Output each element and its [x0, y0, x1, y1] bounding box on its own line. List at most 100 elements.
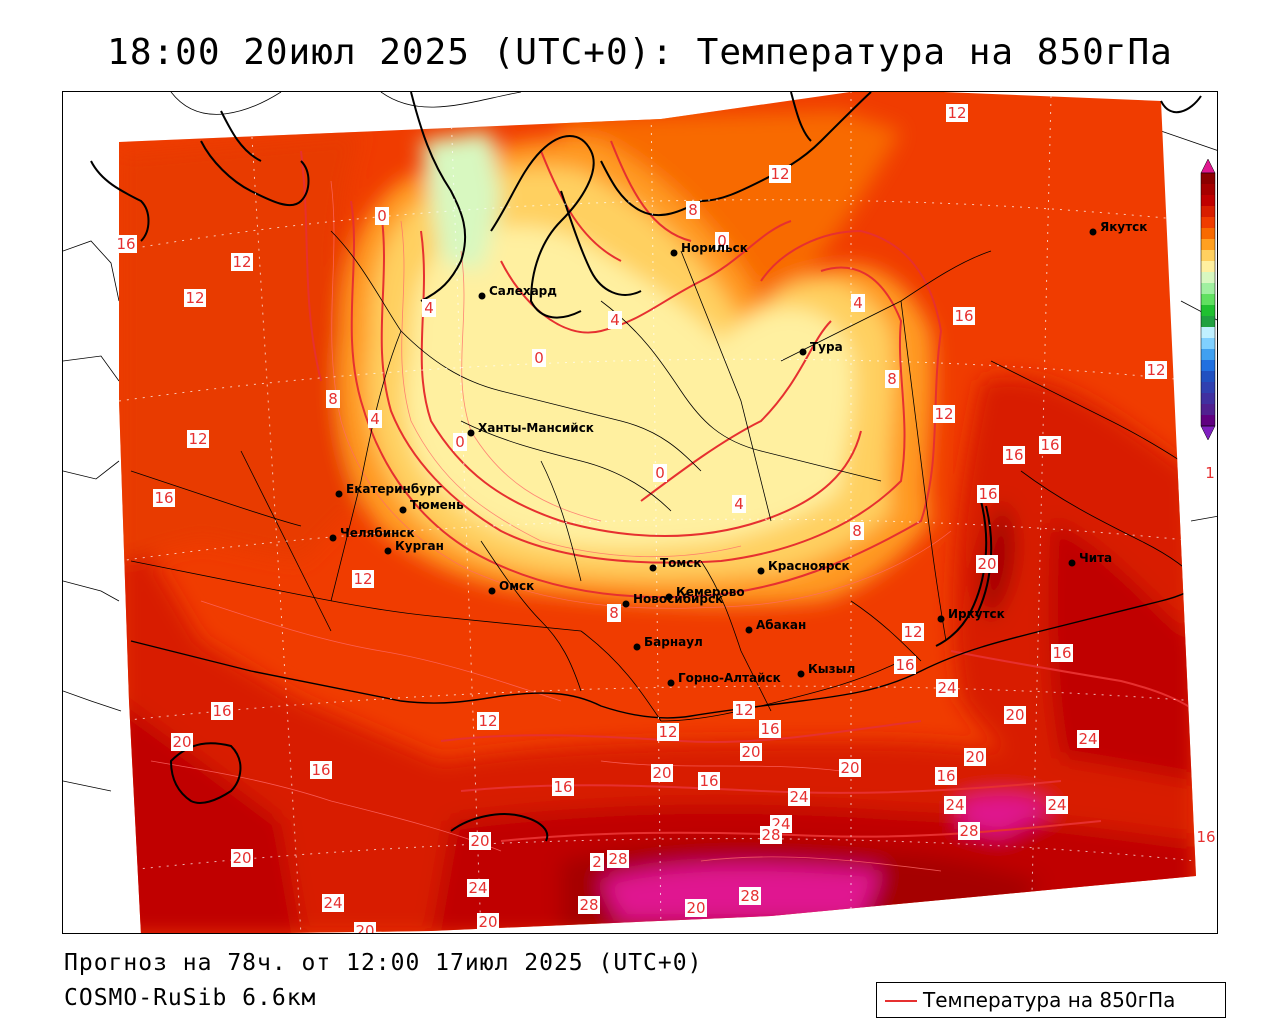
isotherm-label-text: 8 — [328, 390, 338, 408]
city-marker[interactable]: Томск — [649, 556, 702, 572]
isotherm-label: 20 — [651, 764, 673, 782]
isotherm-label-text: 16 — [954, 307, 973, 325]
isotherm-label-text: 12 — [947, 104, 966, 122]
isotherm-label-text: 28 — [608, 850, 627, 868]
isotherm-label-bg — [657, 723, 679, 741]
isotherm-label: 12 — [477, 712, 499, 730]
city-dot — [467, 429, 475, 437]
isotherm-label: 20 — [685, 899, 707, 917]
city-name: Ханты-Мансийск — [478, 421, 594, 435]
isotherm-label: 4 — [732, 495, 746, 513]
isotherm-label: 20 — [477, 913, 499, 931]
isotherm-label: 16 — [1051, 644, 1073, 662]
isotherm-label-text: 16 — [760, 720, 779, 738]
city-marker[interactable]: Якутск — [1089, 220, 1148, 236]
city-marker[interactable]: Тюмень — [399, 498, 465, 514]
isotherm-label: 16 — [115, 235, 137, 253]
isotherm-label: 20 — [354, 922, 376, 934]
isotherm-label-bg — [1004, 706, 1026, 724]
isotherm-label-text: 20 — [965, 748, 984, 766]
city-dot — [478, 292, 486, 300]
isotherm-label: 16 — [698, 772, 720, 790]
city-marker[interactable]: Салехард — [478, 284, 558, 300]
isotherm-label-bg — [153, 489, 175, 507]
isotherm-label: 8 — [686, 201, 700, 219]
isotherm-label-text: 16 — [936, 767, 955, 785]
city-marker[interactable]: Кемерово — [665, 585, 745, 601]
city-name: Норильск — [681, 241, 748, 255]
isotherm-label-text: 8 — [609, 604, 619, 622]
isotherm-label-text: 0 — [534, 349, 544, 367]
legend-line-swatch — [885, 1000, 917, 1002]
line-legend: Температура на 850гПа — [876, 982, 1226, 1018]
city-dot — [335, 490, 343, 498]
city-name: Омск — [499, 579, 534, 593]
isotherm-label: 12 — [184, 289, 206, 307]
scale-outline — [1200, 172, 1216, 427]
isotherm-label: 16 — [211, 702, 233, 720]
city-marker[interactable]: Екатеринбург — [335, 482, 442, 498]
city-marker[interactable]: Норильск — [670, 241, 748, 257]
isotherm-label: 0 — [532, 349, 546, 367]
isotherm-label: 12 — [933, 405, 955, 423]
scale-swatch — [1201, 349, 1215, 360]
isotherm-label-text: 20 — [355, 922, 374, 934]
isotherm-label: 4 — [608, 311, 622, 329]
temperature-field — [119, 92, 1196, 933]
city-marker[interactable]: Барнаул — [633, 635, 703, 651]
isotherm-thin-lines — [150, 180, 952, 872]
isotherm-label: 0 — [715, 232, 729, 250]
isotherm-label-text: 16 — [553, 778, 572, 796]
city-marker[interactable]: Чита — [1068, 551, 1113, 567]
scale-swatch — [1201, 305, 1215, 316]
isotherm-label-bg — [902, 623, 924, 641]
isotherm-label: 16 — [552, 778, 574, 796]
city-marker[interactable]: Красноярск — [757, 559, 850, 575]
city-marker[interactable]: Новосибирск — [622, 592, 724, 608]
isotherm-label-bg — [607, 850, 629, 868]
isotherm-label-text: 28 — [740, 887, 759, 905]
scale-swatch — [1201, 250, 1215, 261]
isotherm-label-bg — [590, 853, 604, 871]
city-marker[interactable]: Челябинск — [329, 526, 415, 542]
city-name: Кызыл — [808, 662, 855, 676]
city-markers: Якутск Норильск Салехард Тура Ханты-Мансийск… — [329, 220, 1148, 687]
city-dot — [667, 679, 675, 687]
city-name: Якутск — [1100, 220, 1147, 234]
isotherm-label: 20 — [231, 849, 253, 867]
isotherm-label: 20 — [964, 748, 986, 766]
isotherm-label-bg — [851, 294, 865, 312]
city-marker[interactable]: Кызыл — [797, 662, 856, 678]
scale-swatch — [1201, 360, 1215, 371]
isotherm-label-text: 20 — [470, 832, 489, 850]
isotherm-label-text: 24 — [937, 679, 956, 697]
city-name: Челябинск — [340, 526, 415, 540]
isotherm-label: 8 — [885, 370, 899, 388]
isotherm-label-bg — [976, 555, 998, 573]
city-marker[interactable]: Ханты-Мансийск — [467, 421, 594, 437]
isotherm-label-text: 12 — [232, 253, 251, 271]
isotherm-label-text: 24 — [945, 796, 964, 814]
city-marker[interactable]: Тура — [799, 340, 843, 356]
isotherm-label-bg — [115, 235, 137, 253]
city-marker[interactable]: Курган — [384, 539, 444, 555]
isotherm-label-text: 12 — [1146, 361, 1165, 379]
color-scale-bar: 2824201612840-4-8-12-16-20-24-28-32-36-4… — [1200, 158, 1216, 441]
city-marker[interactable]: Горно-Алтайск — [667, 671, 781, 687]
isotherm-label: 20 — [740, 743, 762, 761]
city-dot — [799, 348, 807, 356]
city-name: Томск — [660, 556, 702, 570]
isotherm-label-bg — [964, 748, 986, 766]
isotherm-label-bg — [453, 433, 467, 451]
city-marker[interactable]: Омск — [488, 579, 535, 595]
isotherm-label: 12 — [1145, 361, 1167, 379]
isotherm-label-text: 20 — [686, 899, 705, 917]
city-marker[interactable]: Иркутск — [937, 607, 1005, 623]
isotherm-label: 28 — [578, 896, 600, 914]
isotherm-label: 0 — [375, 207, 389, 225]
scale-swatch — [1201, 217, 1215, 228]
isotherm-label-bg — [651, 764, 673, 782]
isotherm-label-text: 16 — [1196, 828, 1215, 846]
city-marker[interactable]: Абакан — [745, 618, 807, 634]
isotherm-label-bg — [1195, 828, 1217, 846]
